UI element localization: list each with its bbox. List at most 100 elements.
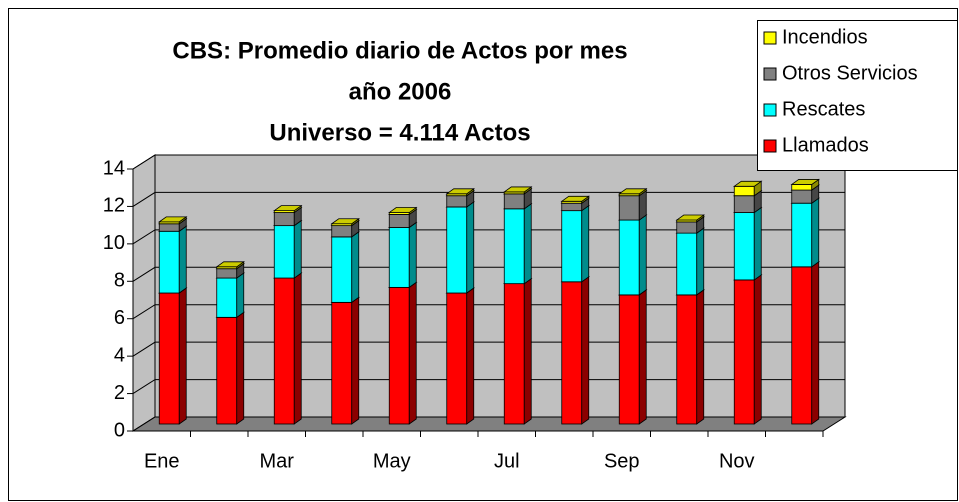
side-wall: [132, 154, 156, 432]
bar-side: [638, 289, 647, 425]
bar-side: [351, 296, 360, 425]
x-tick-label: Ene: [144, 450, 180, 472]
legend-label: Llamados: [782, 134, 869, 156]
bar-segment: [733, 279, 755, 425]
bar-segment: [216, 316, 238, 425]
legend-swatch: [763, 67, 777, 81]
x-tick-label: Jul: [494, 450, 520, 472]
y-tick-label: 4: [114, 344, 125, 366]
bar-segment: [503, 193, 525, 210]
bar-segment: [791, 266, 813, 425]
grid-line: [132, 154, 845, 170]
bar-side: [178, 287, 187, 425]
bar-segment: [561, 202, 583, 212]
legend-swatch: [763, 103, 777, 117]
bar-segment: [446, 292, 468, 425]
legend-label: Otros Servicios: [782, 62, 918, 84]
grid-line: [132, 416, 845, 432]
bar-segment: [561, 281, 583, 425]
chart-title: año 2006: [349, 78, 452, 105]
bar-top: [790, 179, 820, 185]
legend-label: Rescates: [782, 98, 865, 120]
bar-segment: [273, 212, 295, 227]
bar-segment: [158, 292, 180, 425]
bar-top: [330, 218, 360, 225]
y-tick-label: 2: [114, 382, 125, 404]
bar-segment: [618, 195, 640, 221]
bar-side: [696, 227, 705, 296]
bar-side: [696, 289, 705, 425]
bar-top: [618, 188, 648, 195]
bar-side: [638, 214, 647, 296]
bar-side: [293, 219, 302, 279]
bar-top: [273, 205, 303, 212]
bar-segment: [446, 206, 468, 294]
bar-segment: [331, 301, 353, 425]
bar-top: [215, 261, 245, 268]
x-tick-label: Mar: [260, 450, 295, 472]
bar-segment: [733, 212, 755, 281]
bar-segment: [331, 225, 353, 238]
bar-segment: [676, 294, 698, 425]
bar-segment: [331, 236, 353, 303]
bar-segment: [273, 277, 295, 425]
bar-side: [581, 275, 590, 425]
bar-side: [523, 277, 532, 425]
bar-segment: [273, 225, 295, 279]
bar-top: [388, 207, 418, 213]
y-tick-label: 0: [114, 419, 125, 441]
bar-segment: [388, 213, 410, 228]
bar-side: [753, 274, 762, 425]
y-tick-label: 12: [103, 195, 125, 217]
legend-swatch: [763, 31, 777, 45]
bar-segment: [388, 286, 410, 425]
bar-side: [408, 281, 417, 425]
bar-segment: [618, 219, 640, 296]
grid-line: [132, 304, 845, 320]
bar-segment: [676, 221, 698, 234]
y-tick-label: 8: [114, 270, 125, 292]
bar-segment: [618, 294, 640, 425]
bar-segment: [216, 268, 238, 279]
y-tick-label: 10: [103, 232, 125, 254]
grid-line: [132, 266, 845, 282]
x-tick-label: Nov: [719, 450, 755, 472]
bar-segment: [216, 277, 238, 318]
bar-side: [351, 231, 360, 304]
bar-side: [236, 311, 245, 425]
bar-top: [560, 195, 590, 202]
bar-side: [523, 203, 532, 285]
bar-segment: [503, 208, 525, 285]
bar-side: [811, 261, 820, 425]
legend-swatch: [763, 139, 777, 153]
bar-segment: [733, 195, 755, 213]
grid-line: [132, 191, 845, 207]
x-tick-label: May: [373, 450, 411, 472]
bar-top: [675, 214, 705, 221]
chart-title: CBS: Promedio diario de Actos por mes: [172, 37, 627, 64]
bar-segment: [503, 283, 525, 425]
legend-label: Incendios: [782, 26, 868, 48]
bar-segment: [388, 227, 410, 288]
bar-side: [466, 201, 475, 294]
bar-segment: [676, 232, 698, 296]
bar-top: [503, 186, 533, 193]
bar-side: [293, 272, 302, 425]
bar-segment: [791, 202, 813, 268]
grid-line: [132, 229, 845, 245]
bar-side: [753, 206, 762, 281]
y-tick-label: 14: [103, 157, 125, 179]
grid-line: [132, 341, 845, 357]
x-tick-label: Sep: [604, 450, 640, 472]
bar-side: [811, 197, 820, 268]
bar-segment: [791, 189, 813, 204]
bar-side: [236, 272, 245, 319]
bar-segment: [791, 184, 813, 191]
grid-line: [132, 379, 845, 394]
bar-segment: [733, 185, 755, 197]
bar-side: [178, 225, 187, 294]
bar-side: [408, 221, 417, 289]
bar-segment: [561, 210, 583, 283]
bar-side: [581, 204, 590, 283]
